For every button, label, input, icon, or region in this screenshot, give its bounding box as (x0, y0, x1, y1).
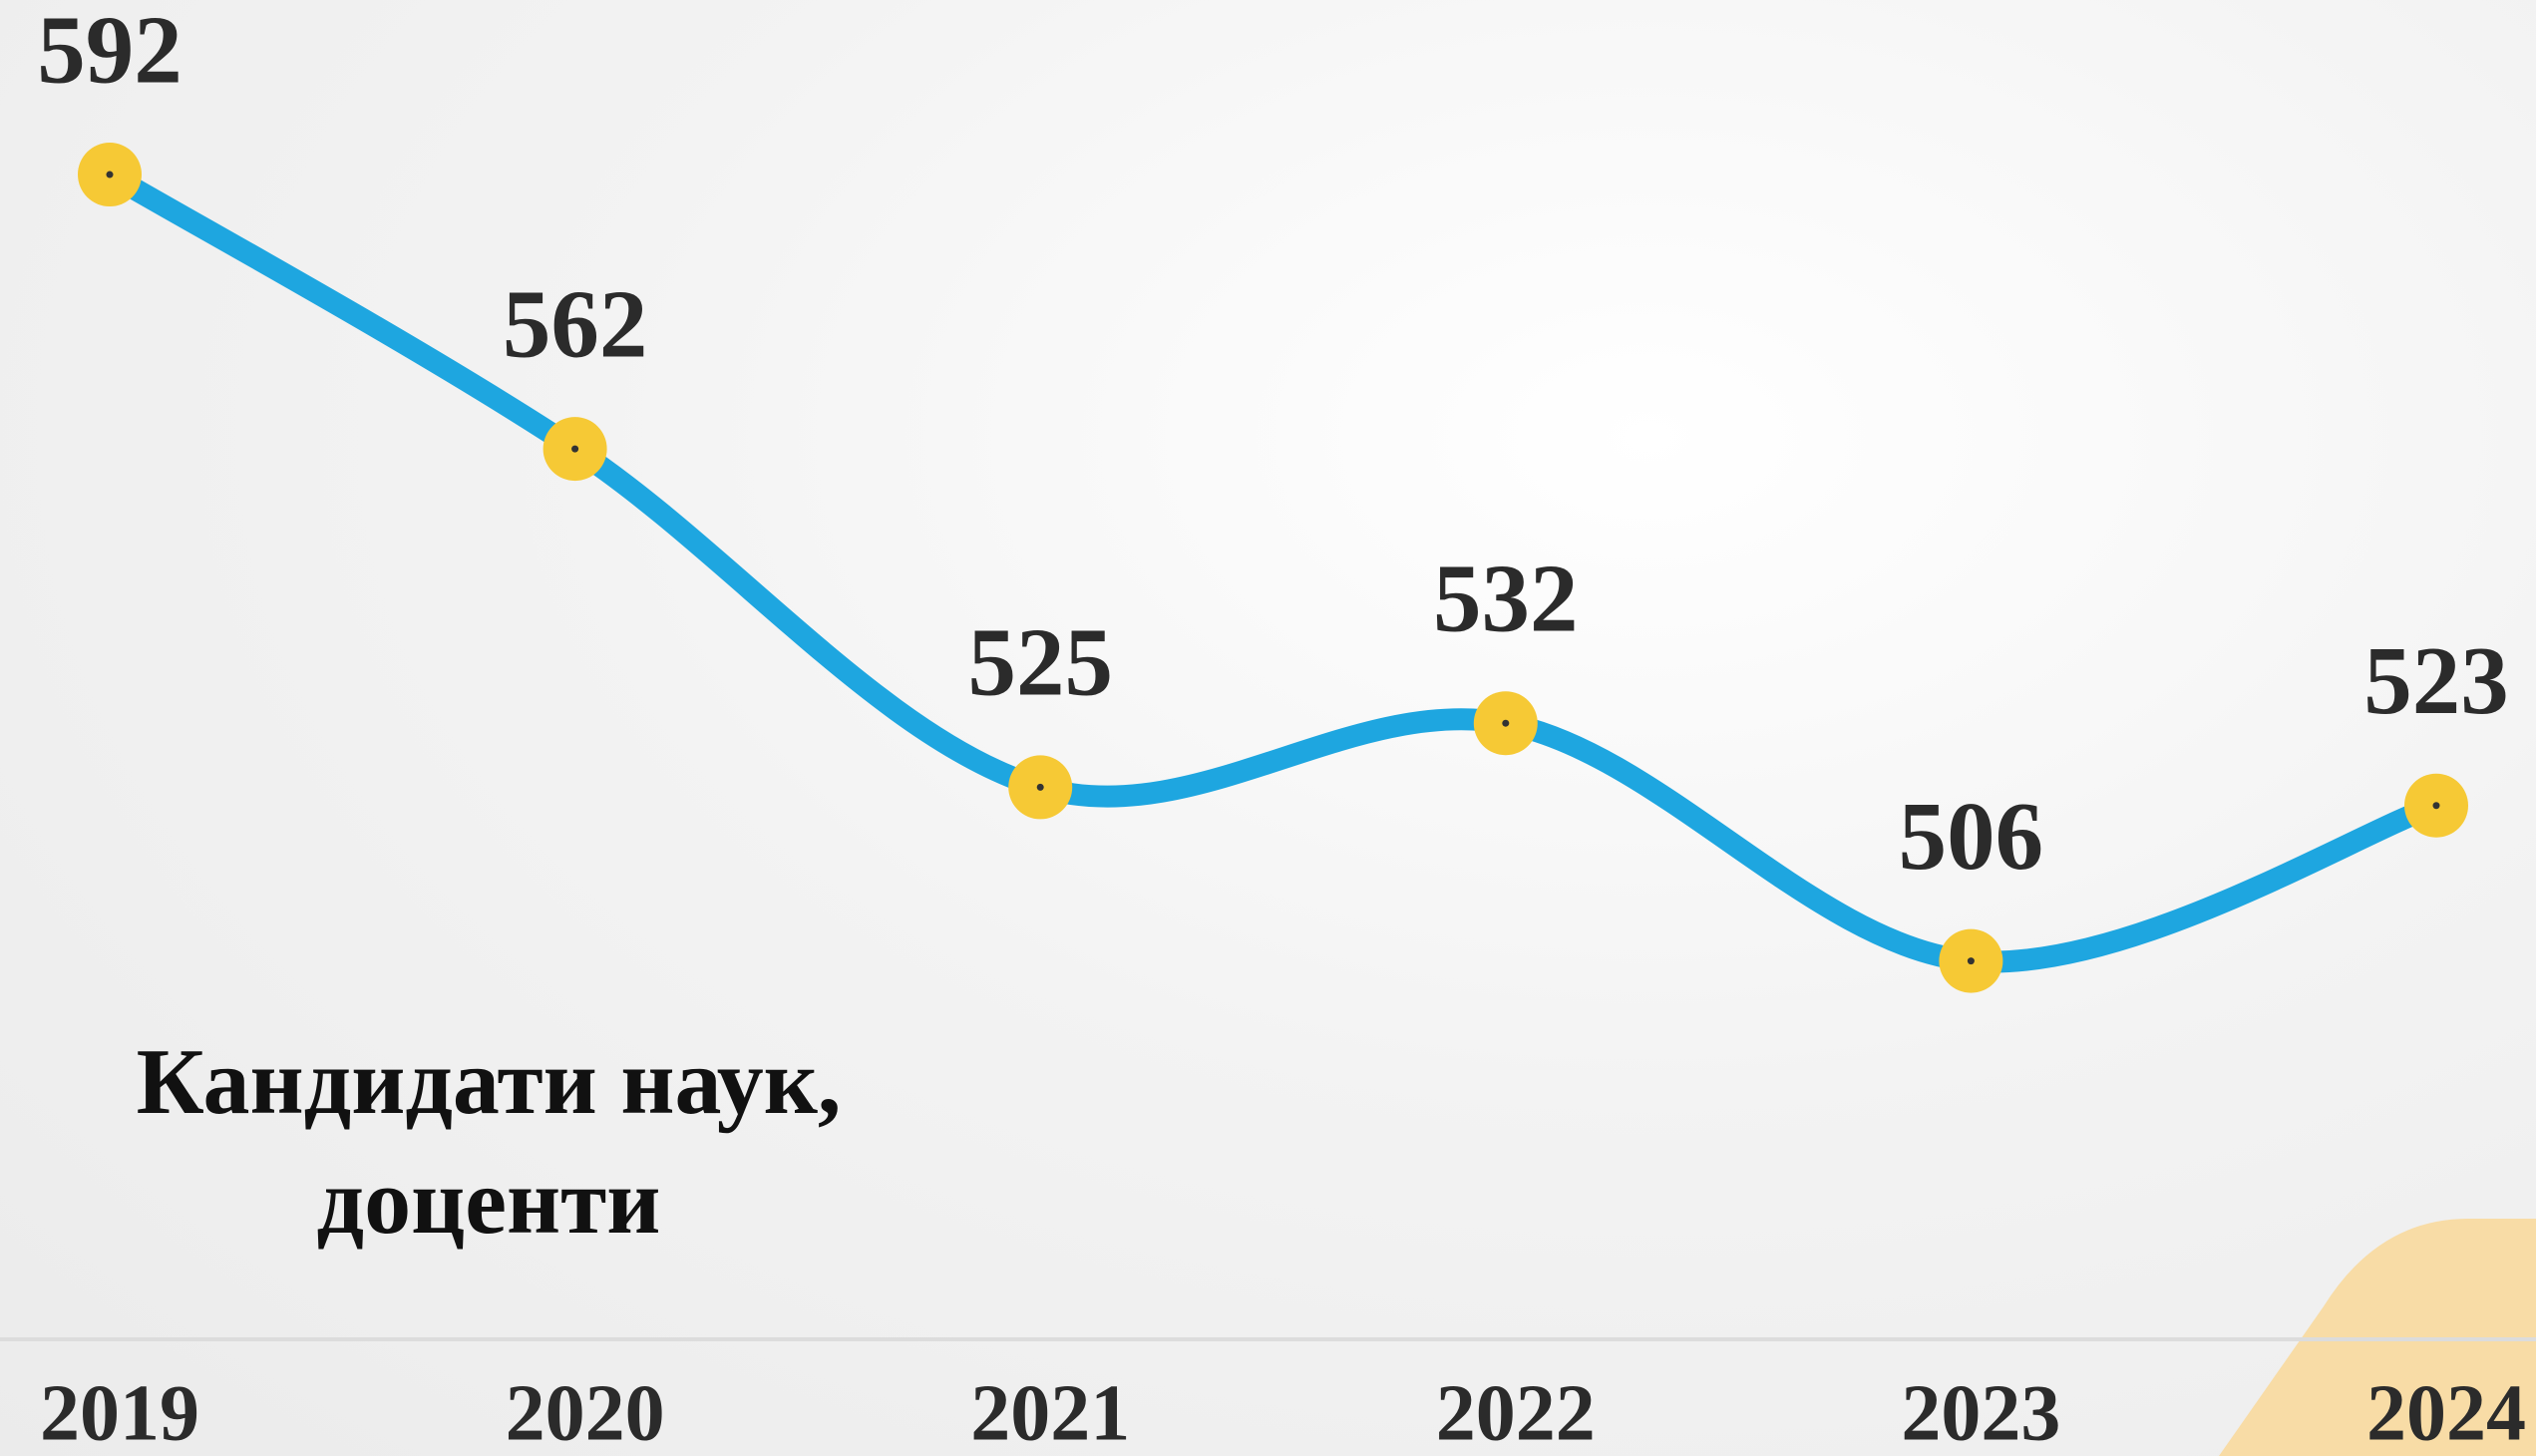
point-dot (1502, 719, 1510, 727)
point-dot (571, 445, 579, 453)
point-dot (106, 171, 114, 179)
chart-title: Кандидати наук, доценти (136, 1030, 842, 1254)
data-label: 523 (2363, 627, 2509, 734)
x-tick-label: 2023 (1901, 1369, 2060, 1456)
x-tick-label: 2022 (1436, 1369, 1596, 1456)
x-tick-label: 2019 (40, 1369, 199, 1456)
x-tick-label: 2020 (506, 1369, 665, 1456)
data-label: 562 (503, 270, 648, 377)
x-tick-label: 2024 (2366, 1369, 2526, 1456)
data-label: 592 (37, 0, 182, 103)
point-dot (2432, 802, 2440, 810)
data-label: 506 (1899, 783, 2044, 890)
data-label: 525 (967, 609, 1113, 716)
point-dot (1967, 957, 1975, 965)
series-line (99, 164, 2447, 973)
point-dot (1036, 783, 1044, 791)
data-label: 532 (1433, 545, 1579, 651)
x-tick-label: 2021 (970, 1369, 1130, 1456)
